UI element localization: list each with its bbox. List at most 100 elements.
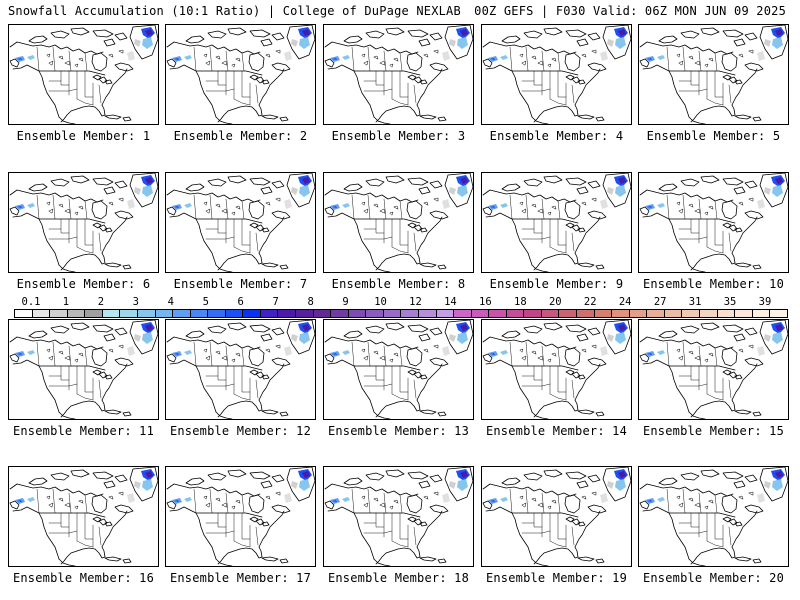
colorbar-swatch: [577, 310, 595, 317]
snowfall-map: [8, 319, 159, 420]
ensemble-member-label: Ensemble Member: 19: [485, 571, 628, 585]
ensemble-member-label: Ensemble Member: 4: [489, 129, 624, 143]
colorbar-swatch: [629, 310, 648, 317]
colorbar-tick-label: 16: [479, 296, 492, 308]
colorbar-swatch: [471, 310, 490, 317]
snowfall-map: [165, 172, 316, 273]
colorbar-swatch: [594, 310, 613, 317]
colorbar-swatch: [32, 310, 51, 317]
colorbar-swatch: [506, 310, 525, 317]
ensemble-member-panel: Ensemble Member: 11: [8, 319, 159, 438]
ensemble-member-panel: Ensemble Member: 4: [481, 24, 632, 143]
colorbar-swatch: [120, 310, 138, 317]
colorbar-tick-label: 24: [618, 296, 632, 308]
snowfall-colorbar: [14, 309, 788, 318]
snowfall-shading: [172, 322, 312, 357]
snowfall-map: [8, 172, 159, 273]
colorbar-swatch: [313, 310, 332, 317]
ensemble-member-label: Ensemble Member: 11: [12, 424, 155, 438]
colorbar-tick-label: 10: [374, 296, 387, 308]
colorbar-swatch: [366, 310, 384, 317]
snowfall-map: [165, 466, 316, 567]
colorbar-tick-label: 12: [409, 296, 422, 308]
colorbar-swatch: [699, 310, 718, 317]
colorbar-swatch: [682, 310, 700, 317]
colorbar-swatch: [735, 310, 753, 317]
snowfall-shading: [330, 469, 470, 504]
colorbar-swatch: [401, 310, 419, 317]
colorbar-swatch: [348, 310, 367, 317]
snowfall-shading: [330, 322, 470, 357]
colorbar-swatch: [752, 310, 771, 317]
snowfall-shading: [172, 469, 312, 504]
snowfall-shading: [645, 27, 785, 62]
colorbar-swatch: [770, 310, 787, 317]
colorbar-swatch: [541, 310, 560, 317]
map-title: Snowfall Accumulation (10:1 Ratio) | Col…: [8, 4, 461, 18]
colorbar-swatch: [664, 310, 683, 317]
ensemble-member-panel: Ensemble Member: 3: [323, 24, 474, 143]
snowfall-shading: [15, 469, 155, 504]
ensemble-member-panel: Ensemble Member: 2: [165, 24, 316, 143]
ensemble-member-panel: Ensemble Member: 7: [165, 172, 316, 291]
colorbar-swatch: [489, 310, 507, 317]
colorbar-tick-label: 8: [307, 296, 314, 308]
colorbar-swatch: [137, 310, 156, 317]
snowfall-shading: [15, 175, 155, 210]
snowfall-map: [165, 24, 316, 125]
snowfall-shading: [645, 469, 785, 504]
snowfall-shading: [172, 27, 312, 62]
colorbar-swatch: [225, 310, 244, 317]
ensemble-member-panel: Ensemble Member: 19: [481, 466, 632, 585]
snowfall-map: [481, 172, 632, 273]
snowfall-shading: [645, 322, 785, 357]
colorbar-tick-label: 22: [583, 296, 597, 308]
ensemble-member-label: Ensemble Member: 13: [327, 424, 470, 438]
colorbar-swatch: [67, 310, 86, 317]
ensemble-member-panel: Ensemble Member: 6: [8, 172, 159, 291]
colorbar-swatch: [190, 310, 209, 317]
snowfall-map: [165, 319, 316, 420]
ensemble-member-label: Ensemble Member: 16: [12, 571, 155, 585]
ensemble-member-label: Ensemble Member: 9: [489, 277, 624, 291]
colorbar-swatch: [524, 310, 542, 317]
colorbar-swatch: [647, 310, 665, 317]
snowfall-map: [323, 319, 474, 420]
snowfall-map: [8, 24, 159, 125]
colorbar-tick-label: 6: [237, 296, 244, 308]
ensemble-member-label: Ensemble Member: 12: [169, 424, 312, 438]
colorbar-swatch: [418, 310, 437, 317]
colorbar-tick-label: 39: [758, 296, 772, 308]
ensemble-member-label: Ensemble Member: 18: [327, 571, 470, 585]
snowfall-map: [323, 466, 474, 567]
ensemble-member-panel: Ensemble Member: 8: [323, 172, 474, 291]
colorbar-tick-label: 35: [723, 296, 737, 308]
snowfall-map: [481, 319, 632, 420]
snowfall-map: [481, 466, 632, 567]
colorbar-tick-label: 4: [167, 296, 174, 308]
colorbar-tick-label: 2: [97, 296, 105, 308]
colorbar-swatch: [50, 310, 68, 317]
ensemble-member-label: Ensemble Member: 6: [16, 277, 151, 291]
snowfall-map: [638, 24, 789, 125]
ensemble-member-label: Ensemble Member: 2: [173, 129, 308, 143]
colorbar-swatch: [296, 310, 314, 317]
snowfall-map: [638, 319, 789, 420]
snowfall-shading: [172, 175, 312, 210]
ensemble-member-panel: Ensemble Member: 1: [8, 24, 159, 143]
snowfall-shading: [488, 469, 628, 504]
ensemble-member-label: Ensemble Member: 7: [173, 277, 308, 291]
snowfall-map: [638, 466, 789, 567]
ensemble-member-panel: Ensemble Member: 16: [8, 466, 159, 585]
ensemble-member-panel: Ensemble Member: 15: [638, 319, 789, 438]
ensemble-member-panel: Ensemble Member: 10: [638, 172, 789, 291]
snowfall-map: [481, 24, 632, 125]
snowfall-shading: [488, 175, 628, 210]
colorbar-swatch: [208, 310, 226, 317]
colorbar-swatch: [243, 310, 261, 317]
colorbar-tick-label: 20: [548, 296, 562, 308]
ensemble-member-label: Ensemble Member: 8: [331, 277, 466, 291]
ensemble-member-panel: Ensemble Member: 14: [481, 319, 632, 438]
colorbar-swatch: [173, 310, 191, 317]
ensemble-member-panel: Ensemble Member: 12: [165, 319, 316, 438]
